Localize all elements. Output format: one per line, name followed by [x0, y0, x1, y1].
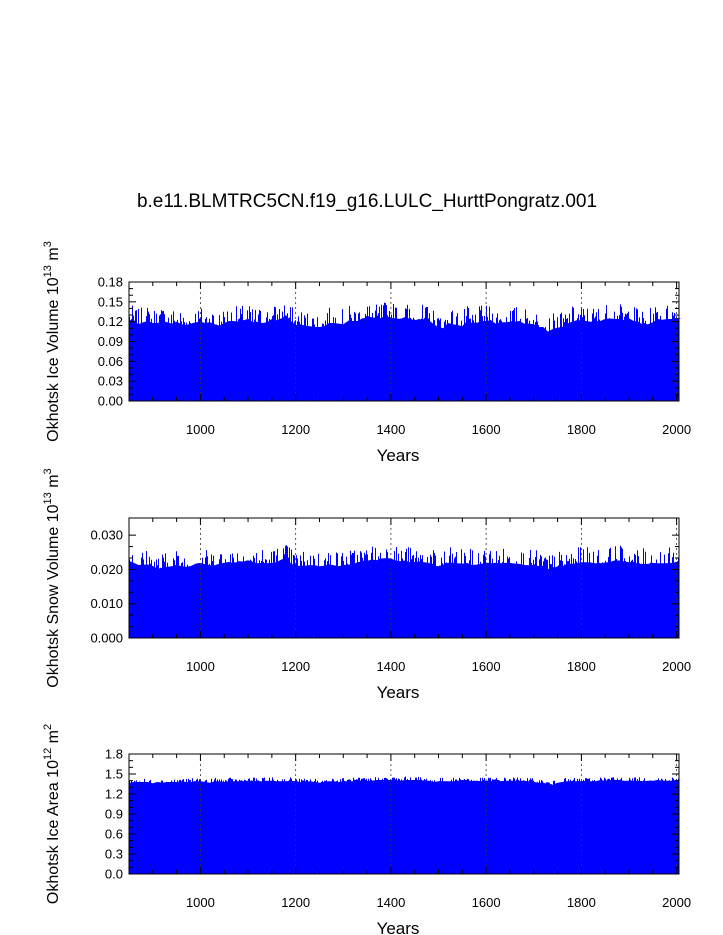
- x-tick-label: 1200: [281, 659, 310, 674]
- x-axis-label: Years: [377, 683, 420, 702]
- y-tick-label: 1.8: [105, 747, 123, 762]
- y-tick-label: 0.06: [98, 354, 123, 369]
- x-tick-label: 1800: [567, 895, 596, 910]
- y-tick-label: 0.15: [98, 294, 123, 309]
- y-tick-label: 0.03: [98, 374, 123, 389]
- y-tick-label: 1.2: [105, 787, 123, 802]
- x-tick-label: 1000: [186, 422, 215, 437]
- panels: 1000 1200 1400 1600 1800 2000 0.00 0.03 0.06 0.09…: [42, 241, 691, 935]
- x-axis-label: Years: [377, 446, 420, 465]
- x-tick-label: 1200: [281, 422, 310, 437]
- x-tick-label: 1000: [186, 659, 215, 674]
- y-tick-label: 0.09: [98, 334, 123, 349]
- x-tick-label: 2000: [662, 895, 691, 910]
- y-tick-label: 0.030: [90, 528, 123, 543]
- series-bars: [129, 545, 679, 638]
- y-tick-label: 0.12: [98, 314, 123, 329]
- x-tick-label: 1800: [567, 659, 596, 674]
- y-tick-label: 0.6: [105, 827, 123, 842]
- y-axis-label: Okhotsk Ice Volume 1013 m3: [42, 241, 62, 442]
- y-tick-label: 0.00: [98, 394, 123, 409]
- x-tick-label: 1600: [472, 895, 501, 910]
- y-tick-label: 1.5: [105, 767, 123, 782]
- chart-panel-1: 1000 1200 1400 1600 1800 2000 0.00 0.03 0.06 0.09…: [42, 241, 691, 465]
- x-tick-label: 1200: [281, 895, 310, 910]
- x-tick-label: 1800: [567, 422, 596, 437]
- x-tick-label: 2000: [662, 659, 691, 674]
- y-tick-label: 0.0: [105, 867, 123, 882]
- y-tick-label: 0.18: [98, 275, 123, 290]
- series-bars: [129, 302, 679, 401]
- x-tick-label: 1400: [376, 422, 405, 437]
- x-tick-label: 1000: [186, 895, 215, 910]
- x-tick-label: 2000: [662, 422, 691, 437]
- figure-title: b.e11.BLMTRC5CN.f19_g16.LULC_HurttPongra…: [137, 191, 597, 212]
- x-axis-label: Years: [377, 919, 420, 935]
- y-tick-label: 0.020: [90, 562, 123, 577]
- series-bars: [129, 776, 679, 874]
- chart-panel-2: 1000 1200 1400 1600 1800 2000 0.000 0.010 0.020 0…: [42, 468, 691, 702]
- y-tick-label: 0.3: [105, 847, 123, 862]
- x-tick-label: 1600: [472, 422, 501, 437]
- chart-panel-3: 1000 1200 1400 1600 1800 2000 0.0 0.3 0.6 0.9 1.2 1…: [42, 724, 691, 935]
- y-tick-label: 0.010: [90, 596, 123, 611]
- y-axis-label: Okhotsk Ice Area 1012 m2: [42, 724, 62, 904]
- y-axis-label: Okhotsk Snow Volume 1013 m3: [42, 468, 62, 687]
- plot-frame: [128, 517, 680, 639]
- x-tick-label: 1600: [472, 659, 501, 674]
- y-tick-label: 0.9: [105, 807, 123, 822]
- x-tick-label: 1400: [376, 659, 405, 674]
- x-tick-label: 1400: [376, 895, 405, 910]
- y-tick-label: 0.000: [90, 631, 123, 646]
